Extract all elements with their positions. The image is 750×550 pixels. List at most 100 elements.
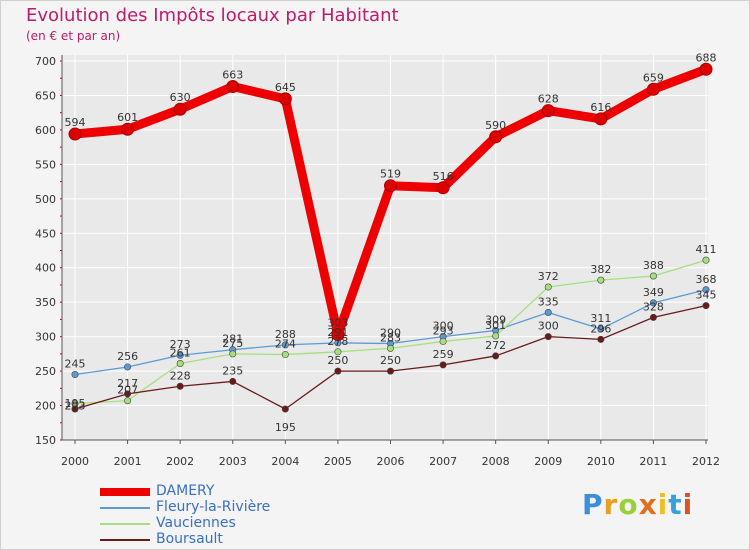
data-label: 382: [590, 263, 611, 276]
data-label: 659: [643, 71, 664, 84]
y-tick-label: 250: [35, 365, 56, 378]
data-label: 388: [643, 259, 664, 272]
legend-item: Boursault: [100, 531, 420, 548]
data-label: 645: [275, 81, 296, 94]
data-label: 628: [538, 93, 559, 106]
data-label: 228: [170, 369, 191, 382]
data-label: 300: [538, 320, 559, 333]
data-label: 601: [117, 111, 138, 124]
data-point: [649, 272, 657, 280]
data-label: 516: [433, 170, 454, 183]
legend-label: Boursault: [156, 531, 223, 547]
data-label: 250: [380, 354, 401, 367]
data-label: 293: [433, 324, 454, 337]
data-point: [229, 350, 237, 358]
data-label: 217: [117, 377, 138, 390]
chart-legend: DAMERY Fleury-la-Rivière Vauciennes Boursau…: [100, 483, 420, 548]
data-label: 261: [170, 347, 191, 360]
data-point: [281, 351, 289, 359]
data-point: [176, 382, 184, 390]
data-label: 368: [696, 273, 717, 286]
data-point: [492, 332, 500, 340]
legend-swatch: [100, 539, 150, 541]
y-tick-label: 150: [35, 434, 56, 447]
legend-label: Fleury-la-Rivière: [156, 499, 271, 515]
data-label: 203: [65, 399, 86, 412]
data-point: [121, 122, 135, 136]
data-label: 345: [696, 289, 717, 302]
data-point: [176, 351, 184, 359]
data-label: 303: [327, 317, 348, 330]
chart-title: Evolution des Impôts locaux par Habitant: [26, 5, 399, 26]
data-point: [646, 82, 660, 96]
data-point: [702, 302, 710, 310]
data-label: 300: [433, 320, 454, 333]
data-point: [71, 371, 79, 379]
x-tick-label: 2001: [114, 455, 142, 468]
data-point: [594, 112, 608, 126]
y-tick-label: 200: [35, 400, 56, 413]
data-label: 594: [65, 116, 86, 129]
data-label: 296: [590, 322, 611, 335]
x-tick-label: 2011: [639, 455, 667, 468]
data-point: [124, 397, 132, 405]
data-point: [597, 335, 605, 343]
data-label: 590: [485, 119, 506, 132]
data-point: [386, 344, 394, 352]
legend-item: DAMERY: [100, 483, 420, 500]
data-label: 272: [485, 339, 506, 352]
logo-letter: t: [668, 488, 683, 521]
data-label: 235: [222, 364, 243, 377]
data-point: [68, 127, 82, 141]
data-label: 290: [380, 327, 401, 340]
y-tick-label: 450: [35, 227, 56, 240]
data-label: 291: [327, 326, 348, 339]
x-tick-label: 2007: [429, 455, 457, 468]
x-tick-label: 2004: [271, 455, 299, 468]
data-label: 281: [222, 333, 243, 346]
x-tick-label: 2012: [692, 455, 720, 468]
logo-letter: x: [638, 488, 658, 521]
data-point: [544, 309, 552, 317]
data-point: [439, 337, 447, 345]
data-point: [544, 283, 552, 291]
data-point: [702, 256, 710, 264]
y-tick-label: 650: [35, 89, 56, 102]
logo-letter: o: [618, 488, 639, 521]
x-tick-label: 2003: [219, 455, 247, 468]
data-point: [436, 181, 450, 195]
logo-letter: i: [657, 488, 669, 521]
data-point: [229, 377, 237, 385]
data-label: 195: [275, 421, 296, 434]
logo-letter: i: [682, 488, 694, 521]
data-point: [281, 341, 289, 349]
y-tick-label: 550: [35, 158, 56, 171]
data-point: [492, 352, 500, 360]
y-tick-label: 300: [35, 331, 56, 344]
y-tick-label: 600: [35, 124, 56, 137]
data-label: 335: [538, 296, 559, 309]
data-label: 207: [117, 384, 138, 397]
data-point: [386, 367, 394, 375]
logo-letter: r: [603, 488, 619, 521]
data-point: [699, 62, 713, 76]
data-point: [281, 405, 289, 413]
legend-swatch: [100, 523, 150, 525]
data-point: [384, 179, 397, 193]
data-label: 688: [696, 51, 717, 64]
data-label: 259: [433, 348, 454, 361]
data-label: 245: [65, 358, 86, 371]
data-point: [124, 363, 132, 371]
data-label: 519: [380, 168, 401, 181]
data-point: [702, 286, 710, 294]
data-point: [649, 299, 657, 307]
chart-subtitle: (en € et par an): [26, 29, 121, 43]
x-tick-label: 2008: [482, 455, 510, 468]
x-tick-label: 2006: [377, 455, 405, 468]
data-point: [124, 390, 132, 398]
data-point: [597, 325, 605, 333]
data-label: 616: [590, 101, 611, 114]
data-point: [544, 333, 552, 341]
data-label: 288: [275, 328, 296, 341]
